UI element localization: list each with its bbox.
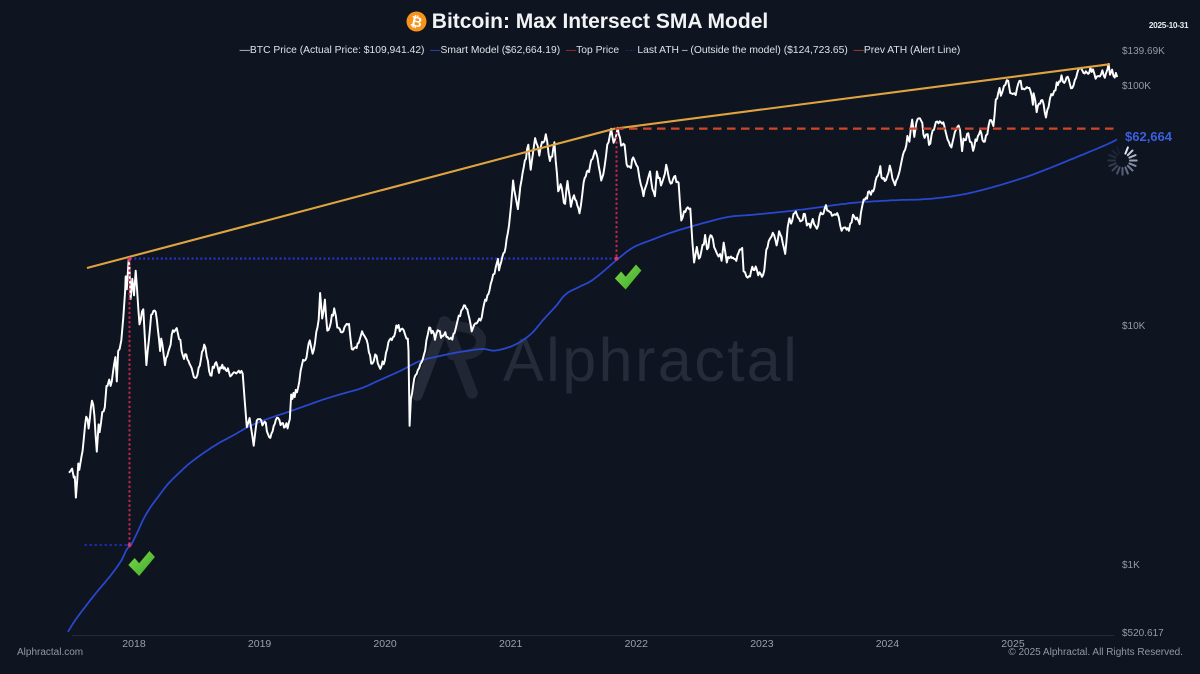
svg-text:Alphractal: Alphractal <box>503 326 799 394</box>
svg-text:₿: ₿ <box>409 12 424 30</box>
